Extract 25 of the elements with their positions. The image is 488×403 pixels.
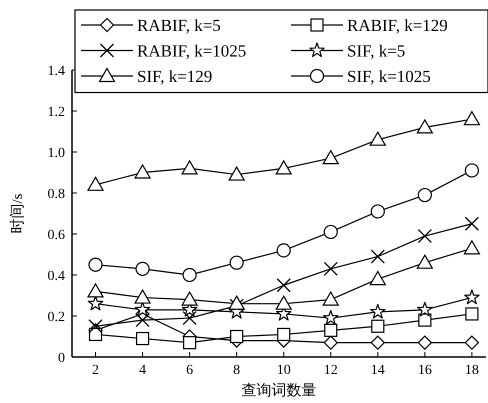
y-tick-label: 0.8 (48, 187, 65, 202)
x-tick-label: 6 (186, 363, 194, 378)
x-tick-label: 8 (233, 363, 240, 378)
x-axis-title: 查询词数量 (242, 382, 316, 399)
x-tick-label: 4 (139, 363, 146, 378)
y-tick-label: 0.4 (48, 269, 65, 284)
legend-label: SIF, k=1025 (347, 67, 431, 86)
y-tick-label: 0 (58, 351, 65, 366)
x-tick-label: 2 (92, 363, 100, 378)
x-tick-label: 16 (418, 363, 432, 378)
legend-label: RABIF, k=129 (347, 16, 448, 35)
x-tick-label: 10 (276, 363, 291, 378)
y-tick-label: 0.6 (48, 228, 65, 243)
y-tick-label: 1.2 (48, 105, 65, 120)
x-tick-label: 12 (324, 363, 338, 378)
legend-label: RABIF, k=1025 (137, 42, 246, 60)
legend-label: RABIF, k=5 (137, 16, 221, 35)
legend-label: SIF, k=129 (137, 67, 212, 86)
x-tick-label: 18 (464, 363, 479, 378)
legend-label: SIF, k=5 (347, 42, 406, 60)
y-tick-label: 0.2 (48, 310, 65, 325)
x-tick-label: 14 (370, 363, 385, 378)
y-tick-label: 1.0 (48, 146, 65, 161)
y-axis-title: 时间/s (9, 193, 26, 234)
y-tick-label: 1.4 (48, 64, 65, 79)
